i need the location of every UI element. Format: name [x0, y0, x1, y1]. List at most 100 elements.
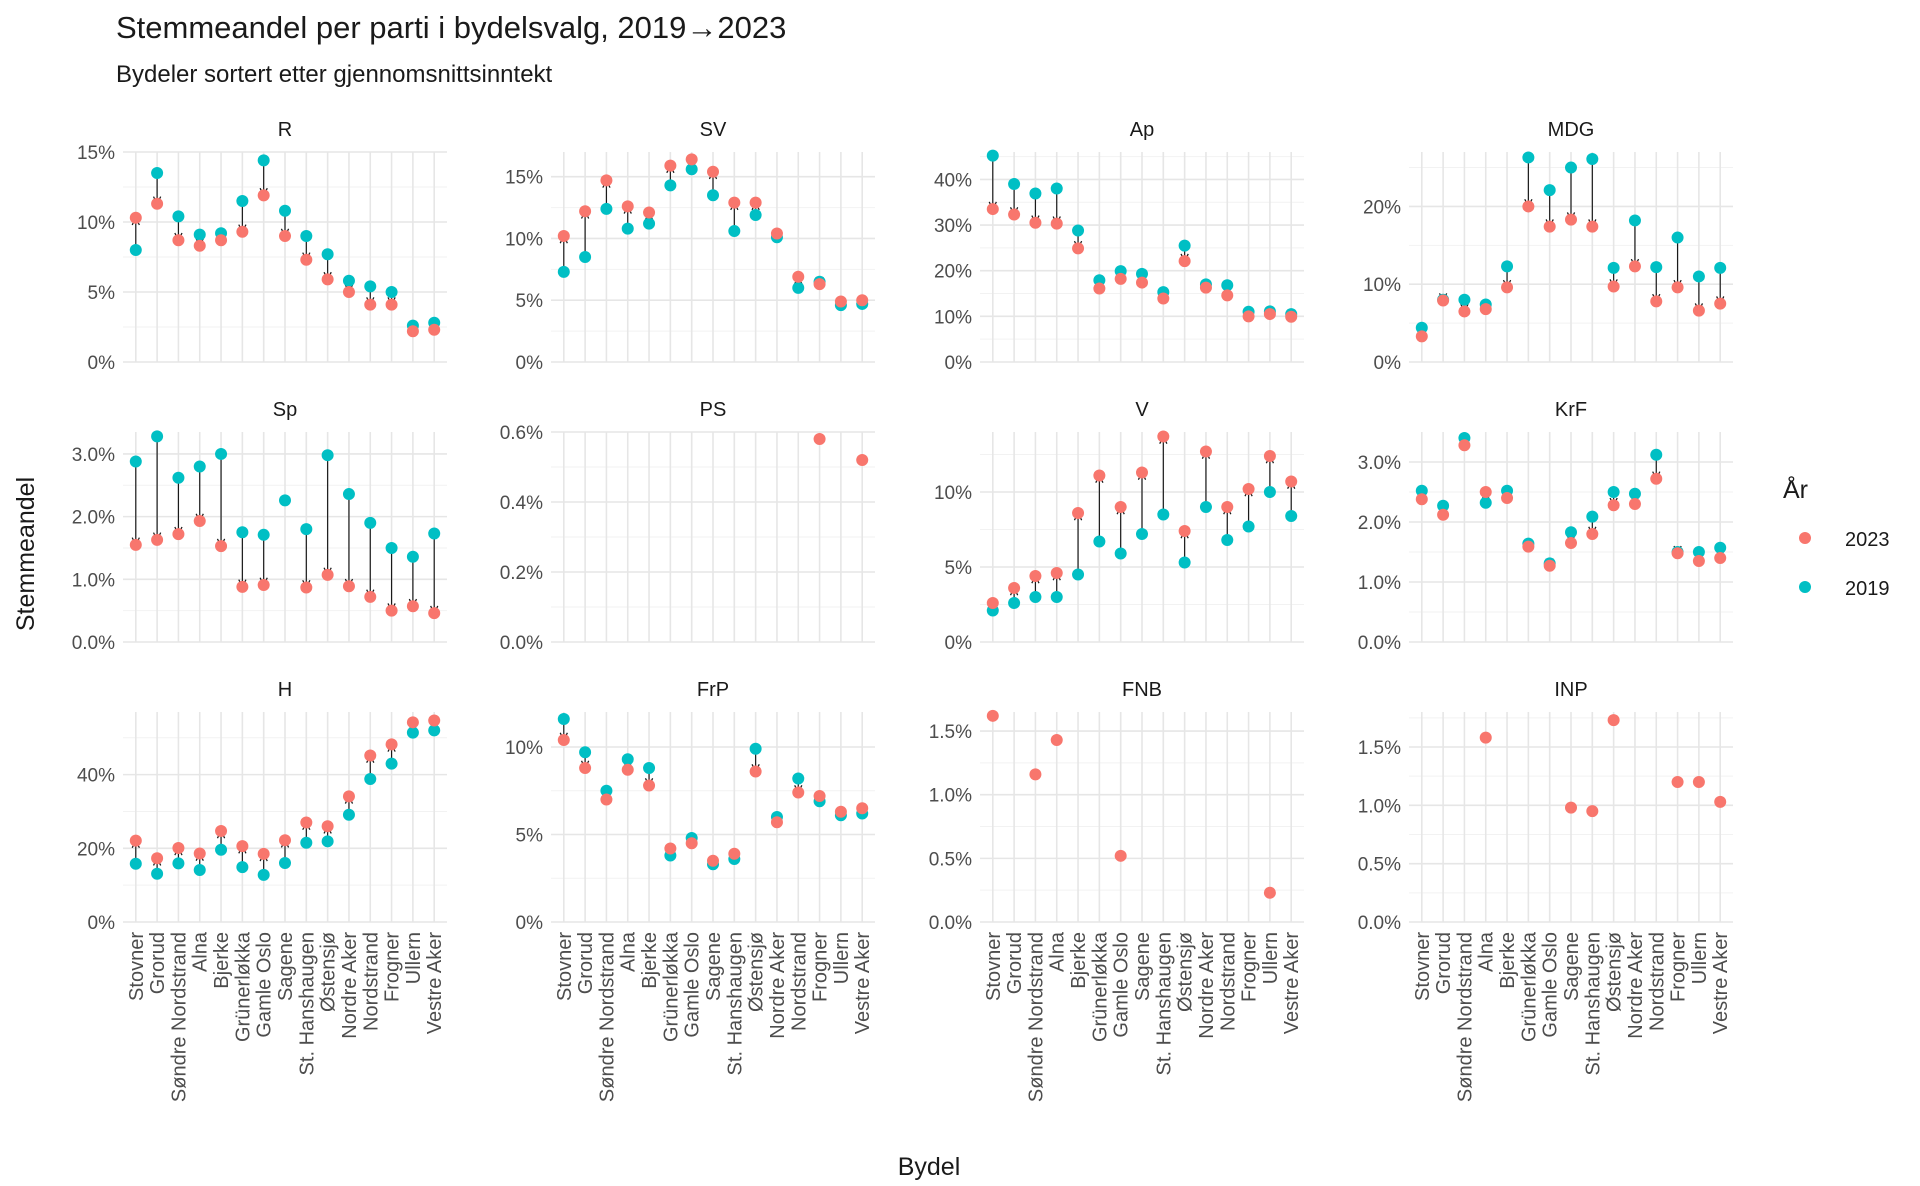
point-2019-krf-nordre-aker: [1628, 487, 1641, 500]
point-2019-mdg-vestre-aker: [1714, 261, 1727, 274]
point-2019-ap-s-ndre-nordstrand: [1029, 187, 1042, 200]
panel-label-h: H: [278, 679, 292, 701]
y-tick-label-sp: 1.0%: [72, 570, 115, 591]
point-2023-ap-alna: [1050, 217, 1063, 230]
point-2023-r-nordre-aker: [342, 286, 355, 298]
panels: R 0% 5% 10% 15% SV 0% 5% 10% 15% Ap 0% 10% 20% 30% 40% M…: [72, 119, 1733, 1102]
x-tick-label-fnb-st-hanshaugen: St. Hanshaugen: [1153, 932, 1175, 1075]
x-tick-label-h-grorud: Grorud: [147, 932, 169, 994]
point-2019-h-s-ndre-nordstrand: [172, 857, 185, 870]
point-2019-h-st-hanshaugen: [300, 836, 313, 849]
x-tick-label-h-ullern: Ullern: [403, 932, 425, 984]
point-2023-frp-ullern: [834, 805, 847, 818]
y-tick-label-frp: 10%: [505, 738, 543, 759]
x-tick-label-frp-sagene: Sagene: [703, 932, 725, 1001]
y-tick-label-h: 40%: [77, 766, 115, 787]
x-tick-label-h-vestre-aker: Vestre Aker: [424, 932, 446, 1035]
y-tick-label-mdg: 20%: [1363, 197, 1401, 218]
point-2019-v-ullern: [1263, 486, 1276, 498]
point-2023-sv-ullern: [834, 295, 847, 308]
y-tick-label-r: 0%: [88, 353, 116, 374]
point-2023-krf-alna: [1479, 486, 1492, 498]
point-2023-r--stensj-: [321, 273, 334, 286]
point-2019-v-gamle-oslo: [1114, 547, 1127, 560]
point-2023-v-stovner: [986, 597, 999, 609]
x-tick-label-inp-s-ndre-nordstrand: Søndre Nordstrand: [1454, 932, 1476, 1102]
point-2019-krf-alna: [1479, 496, 1492, 509]
point-2023-r-sagene: [279, 230, 291, 242]
point-2023-ap-stovner: [986, 203, 999, 216]
point-2019-frp--stensj-: [749, 742, 762, 755]
point-2023-frp-grorud: [579, 762, 592, 774]
point-2019-mdg-nordre-aker: [1628, 214, 1641, 227]
point-2019-mdg--stensj-: [1607, 261, 1620, 274]
point-2023-fnb-alna: [1050, 734, 1063, 746]
point-2023-v-gamle-oslo: [1114, 501, 1127, 513]
point-2023-sv-s-ndre-nordstrand: [600, 174, 613, 187]
x-tick-label-inp--stensj-: Østensjø: [1604, 932, 1626, 1012]
point-2023-h-frogner: [385, 738, 398, 751]
point-2023-v-grorud: [1008, 582, 1021, 594]
point-2019-frp-alna: [621, 753, 634, 766]
point-2019-sp--stensj-: [321, 449, 334, 462]
point-2023-h-gamle-oslo: [257, 847, 270, 860]
x-tick-label-h-s-ndre-nordstrand: Søndre Nordstrand: [168, 932, 190, 1102]
x-tick-label-inp-gamle-oslo: Gamle Oslo: [1540, 932, 1562, 1038]
point-2023-v-s-ndre-nordstrand: [1029, 570, 1042, 582]
point-2019-sv-bjerke: [643, 217, 656, 230]
x-tick-label-inp-nordstrand: Nordstrand: [1646, 932, 1668, 1031]
panel-label-inp: INP: [1554, 679, 1587, 701]
legend-label-2023: 2023: [1845, 529, 1890, 551]
point-2023-inp-alna: [1479, 731, 1492, 744]
y-tick-label-ap: 0%: [945, 353, 973, 374]
point-2023-h-ullern: [406, 716, 419, 729]
x-tick-label-fnb-gr-nerl-kka: Grünerløkka: [1089, 931, 1111, 1042]
point-2023-ap-frogner: [1242, 310, 1255, 323]
y-tick-label-h: 0%: [88, 913, 116, 934]
point-2019-mdg-ullern: [1692, 270, 1705, 283]
point-2019-sp-vestre-aker: [428, 527, 441, 540]
point-2019-v--stensj-: [1178, 556, 1191, 569]
point-2023-ps-frogner: [813, 433, 826, 445]
point-2023-h-nordre-aker: [342, 790, 355, 803]
point-2023-r-alna: [193, 239, 206, 252]
y-tick-label-r: 15%: [77, 143, 115, 164]
x-tick-label-fnb-grorud: Grorud: [1004, 932, 1026, 994]
y-tick-label-sv: 0%: [516, 353, 544, 374]
point-2023-sp-frogner: [385, 604, 398, 617]
point-2023-r-vestre-aker: [428, 323, 441, 336]
point-2019-ap-bjerke: [1072, 224, 1085, 237]
point-2023-sv-gr-nerl-kka: [664, 159, 677, 172]
point-2019-krf-nordstrand: [1650, 448, 1663, 461]
point-2023-inp-sagene: [1565, 801, 1577, 814]
y-tick-label-v: 5%: [945, 558, 973, 579]
point-2023-ap-gr-nerl-kka: [1093, 282, 1106, 295]
point-2023-mdg-vestre-aker: [1714, 297, 1727, 310]
point-2019-sp-s-ndre-nordstrand: [172, 471, 185, 484]
x-tick-label-fnb-gamle-oslo: Gamle Oslo: [1111, 932, 1133, 1038]
x-tick-label-h-st-hanshaugen: St. Hanshaugen: [296, 932, 318, 1075]
panel-label-sp: Sp: [273, 399, 297, 421]
point-2023-krf--stensj-: [1607, 499, 1620, 512]
point-2019-sp-grorud: [151, 430, 164, 443]
point-2019-krf-grorud: [1437, 499, 1450, 512]
point-2019-mdg-s-ndre-nordstrand: [1458, 293, 1471, 306]
point-2023-r-st-hanshaugen: [300, 253, 313, 266]
point-2019-krf-ullern: [1692, 546, 1705, 558]
panel-label-sv: SV: [700, 119, 727, 141]
x-tick-label-fnb-ullern: Ullern: [1260, 932, 1282, 984]
point-2023-h-s-ndre-nordstrand: [172, 841, 185, 854]
point-2023-ap-vestre-aker: [1285, 310, 1298, 323]
point-2019-v-sagene: [1136, 528, 1148, 540]
point-2019-krf--stensj-: [1607, 486, 1620, 498]
x-tick-label-frp-frogner: Frogner: [810, 932, 832, 1002]
point-2019-ap-gr-nerl-kka: [1093, 274, 1106, 287]
x-tick-label-frp-bjerke: Bjerke: [639, 932, 661, 989]
point-2023-frp-alna: [621, 763, 634, 776]
y-tick-label-frp: 0%: [516, 913, 544, 934]
y-tick-label-ps: 0.0%: [500, 633, 543, 654]
point-2019-h-grorud: [151, 867, 164, 880]
x-tick-label-fnb-bjerke: Bjerke: [1068, 932, 1090, 989]
point-2019-v-vestre-aker: [1285, 510, 1298, 522]
point-2019-krf-sagene: [1565, 526, 1577, 539]
